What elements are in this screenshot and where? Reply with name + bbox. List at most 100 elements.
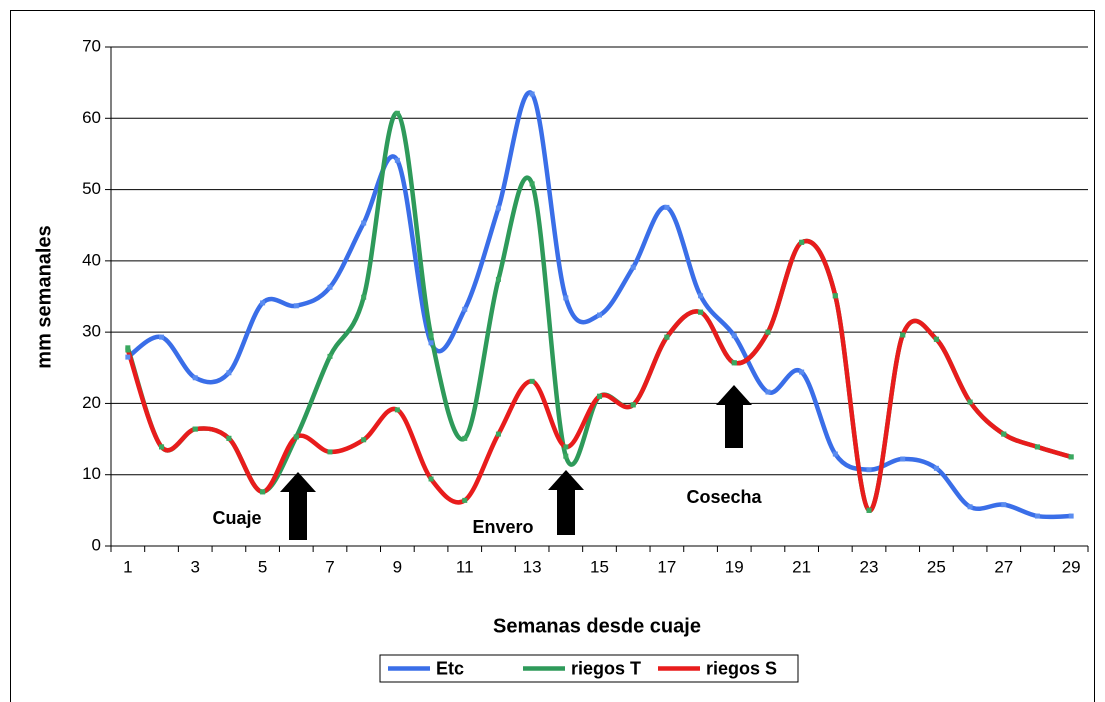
point-marker (1068, 513, 1074, 519)
x-tick-label: 13 (523, 557, 542, 576)
point-marker (125, 347, 131, 353)
x-tick-label: 1 (123, 557, 132, 576)
point-marker (967, 504, 973, 510)
point-marker (394, 110, 400, 116)
point-marker (260, 300, 266, 306)
annotation: Envero (472, 517, 533, 537)
point-marker (226, 435, 232, 441)
point-marker (327, 449, 333, 455)
point-marker (192, 375, 198, 381)
arrow (548, 470, 584, 535)
point-marker (327, 353, 333, 359)
x-tick-label: 9 (393, 557, 402, 576)
point-marker (1034, 513, 1040, 519)
x-tick-label: 19 (725, 557, 744, 576)
y-axis-title: mm semanales (33, 225, 55, 368)
point-marker (1001, 431, 1007, 437)
point-marker (226, 370, 232, 376)
x-tick-label: 11 (456, 557, 474, 576)
point-marker (529, 91, 535, 97)
x-tick-label: 3 (190, 557, 199, 576)
point-marker (664, 204, 670, 210)
point-marker (731, 360, 737, 366)
annotation: Cosecha (686, 487, 762, 507)
point-marker (933, 465, 939, 471)
point-marker (361, 294, 367, 300)
point-marker (832, 293, 838, 299)
point-marker (1001, 502, 1007, 508)
y-tick-label: 50 (82, 179, 101, 198)
point-marker (630, 402, 636, 408)
x-tick-label: 21 (792, 557, 811, 576)
point-marker (394, 407, 400, 413)
point-marker (765, 389, 771, 395)
point-marker (900, 456, 906, 462)
y-tick-label: 60 (82, 108, 101, 127)
point-marker (495, 431, 501, 437)
series-line (126, 90, 1072, 520)
point-marker (563, 453, 569, 459)
point-marker (832, 451, 838, 457)
point-marker (192, 426, 198, 432)
point-marker (495, 276, 501, 282)
point-marker (731, 333, 737, 339)
point-marker (293, 303, 299, 309)
point-marker (260, 489, 266, 495)
point-marker (1068, 454, 1074, 460)
point-marker (361, 437, 367, 443)
point-marker (428, 340, 434, 346)
legend-label: riegos T (571, 658, 641, 678)
point-marker (967, 399, 973, 405)
series-line (125, 111, 1072, 513)
point-marker (1034, 444, 1040, 450)
x-tick-label: 27 (994, 557, 1013, 576)
y-tick-label: 0 (92, 535, 101, 554)
point-marker (361, 220, 367, 226)
y-tick-label: 10 (82, 464, 101, 483)
chart-frame (10, 10, 1095, 702)
point-marker (765, 329, 771, 335)
y-tick-label: 30 (82, 322, 101, 341)
series-line (125, 238, 1072, 513)
point-marker (630, 264, 636, 270)
y-tick-label: 40 (82, 250, 101, 269)
x-axis-title: Semanas desde cuaje (493, 615, 701, 637)
x-tick-label: 23 (860, 557, 879, 576)
annotation: Cuaje (212, 508, 261, 528)
point-marker (799, 239, 805, 245)
point-marker (866, 507, 872, 513)
point-marker (529, 181, 535, 187)
arrow (716, 385, 752, 448)
point-marker (462, 497, 468, 503)
point-marker (159, 444, 165, 450)
point-marker (900, 332, 906, 338)
point-marker (495, 205, 501, 211)
point-marker (664, 334, 670, 340)
x-tick-label: 17 (657, 557, 676, 576)
point-marker (293, 434, 299, 440)
point-marker (159, 334, 165, 340)
x-tick-label: 25 (927, 557, 946, 576)
point-marker (462, 306, 468, 312)
y-tick-label: 70 (82, 36, 101, 55)
point-marker (933, 336, 939, 342)
point-marker (462, 435, 468, 441)
point-marker (563, 444, 569, 450)
legend-box (379, 654, 799, 683)
legend-label: riegos S (706, 658, 777, 678)
x-tick-label: 5 (258, 557, 267, 576)
point-marker (698, 293, 704, 299)
point-marker (529, 378, 535, 384)
x-tick-label: 7 (325, 557, 334, 576)
legend-label: Etc (436, 658, 464, 678)
point-marker (125, 354, 131, 360)
point-marker (428, 476, 434, 482)
point-marker (428, 333, 434, 339)
point-marker (866, 467, 872, 473)
point-marker (597, 393, 602, 399)
arrow (280, 472, 316, 540)
point-marker (597, 312, 602, 318)
y-tick-label: 20 (82, 393, 101, 412)
x-tick-label: 15 (590, 557, 609, 576)
point-marker (698, 309, 704, 315)
